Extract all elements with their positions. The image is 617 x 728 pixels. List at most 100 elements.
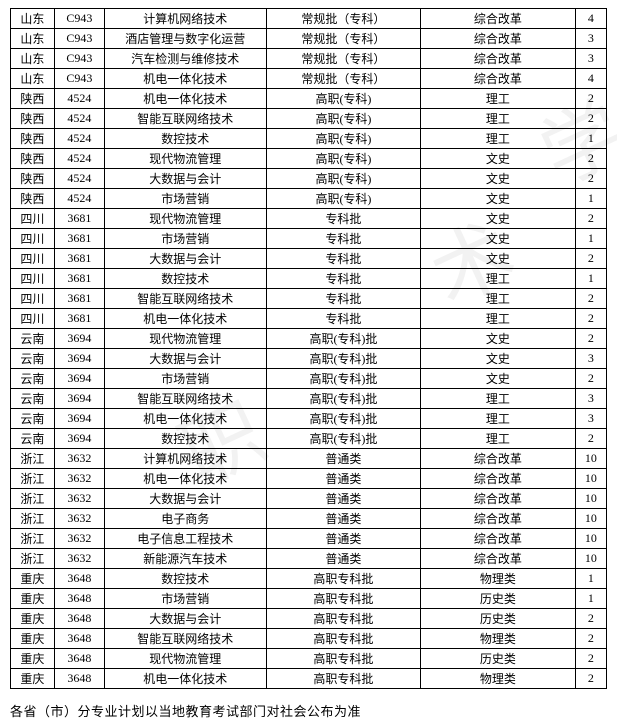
- batch-cell: 专科批: [266, 289, 420, 309]
- footer-note: 各省（市）分专业计划以当地教育考试部门对社会公布为准: [10, 701, 607, 720]
- code-cell: 3648: [54, 589, 104, 609]
- batch-cell: 专科批: [266, 249, 420, 269]
- table-row: 云南3694智能互联网络技术高职(专科)批理工3: [11, 389, 607, 409]
- code-cell: C943: [54, 29, 104, 49]
- category-cell: 综合改革: [421, 69, 575, 89]
- province-cell: 云南: [11, 409, 55, 429]
- code-cell: 4524: [54, 189, 104, 209]
- major-cell: 现代物流管理: [104, 329, 266, 349]
- table-row: 云南3694市场营销高职(专科)批文史2: [11, 369, 607, 389]
- category-cell: 理工: [421, 409, 575, 429]
- count-cell: 2: [575, 649, 606, 669]
- major-cell: 大数据与会计: [104, 489, 266, 509]
- count-cell: 3: [575, 29, 606, 49]
- table-row: 云南3694大数据与会计高职(专科)批文史3: [11, 349, 607, 369]
- major-cell: 市场营销: [104, 589, 266, 609]
- count-cell: 1: [575, 129, 606, 149]
- category-cell: 物理类: [421, 569, 575, 589]
- province-cell: 陕西: [11, 149, 55, 169]
- table-row: 重庆3648大数据与会计高职专科批历史类2: [11, 609, 607, 629]
- major-cell: 大数据与会计: [104, 249, 266, 269]
- major-cell: 酒店管理与数字化运营: [104, 29, 266, 49]
- category-cell: 综合改革: [421, 9, 575, 29]
- admissions-table: 山东C943计算机网络技术常规批（专科）综合改革4山东C943酒店管理与数字化运…: [10, 8, 607, 689]
- table-row: 云南3694现代物流管理高职(专科)批文史2: [11, 329, 607, 349]
- batch-cell: 普通类: [266, 509, 420, 529]
- major-cell: 智能互联网络技术: [104, 629, 266, 649]
- category-cell: 综合改革: [421, 529, 575, 549]
- province-cell: 重庆: [11, 589, 55, 609]
- category-cell: 文史: [421, 149, 575, 169]
- province-cell: 重庆: [11, 569, 55, 589]
- category-cell: 历史类: [421, 649, 575, 669]
- province-cell: 山东: [11, 49, 55, 69]
- table-row: 山东C943机电一体化技术常规批（专科）综合改革4: [11, 69, 607, 89]
- major-cell: 市场营销: [104, 229, 266, 249]
- province-cell: 重庆: [11, 649, 55, 669]
- batch-cell: 高职(专科)批: [266, 349, 420, 369]
- province-cell: 重庆: [11, 629, 55, 649]
- code-cell: 3632: [54, 529, 104, 549]
- category-cell: 综合改革: [421, 449, 575, 469]
- province-cell: 浙江: [11, 469, 55, 489]
- category-cell: 文史: [421, 169, 575, 189]
- category-cell: 综合改革: [421, 29, 575, 49]
- category-cell: 文史: [421, 369, 575, 389]
- count-cell: 10: [575, 549, 606, 569]
- batch-cell: 高职(专科): [266, 169, 420, 189]
- count-cell: 2: [575, 369, 606, 389]
- province-cell: 山东: [11, 9, 55, 29]
- count-cell: 1: [575, 569, 606, 589]
- major-cell: 机电一体化技术: [104, 309, 266, 329]
- count-cell: 10: [575, 509, 606, 529]
- province-cell: 浙江: [11, 489, 55, 509]
- table-row: 陕西4524智能互联网络技术高职(专科)理工2: [11, 109, 607, 129]
- major-cell: 机电一体化技术: [104, 669, 266, 689]
- code-cell: C943: [54, 9, 104, 29]
- code-cell: 3632: [54, 509, 104, 529]
- count-cell: 2: [575, 669, 606, 689]
- province-cell: 云南: [11, 329, 55, 349]
- province-cell: 浙江: [11, 449, 55, 469]
- major-cell: 电子商务: [104, 509, 266, 529]
- code-cell: 3681: [54, 249, 104, 269]
- major-cell: 数控技术: [104, 129, 266, 149]
- major-cell: 机电一体化技术: [104, 469, 266, 489]
- category-cell: 历史类: [421, 589, 575, 609]
- count-cell: 2: [575, 329, 606, 349]
- count-cell: 2: [575, 249, 606, 269]
- table-row: 重庆3648市场营销高职专科批历史类1: [11, 589, 607, 609]
- major-cell: 机电一体化技术: [104, 89, 266, 109]
- category-cell: 文史: [421, 349, 575, 369]
- major-cell: 智能互联网络技术: [104, 389, 266, 409]
- batch-cell: 常规批（专科）: [266, 69, 420, 89]
- code-cell: 3681: [54, 229, 104, 249]
- category-cell: 历史类: [421, 609, 575, 629]
- count-cell: 2: [575, 429, 606, 449]
- count-cell: 1: [575, 229, 606, 249]
- major-cell: 大数据与会计: [104, 169, 266, 189]
- batch-cell: 普通类: [266, 549, 420, 569]
- count-cell: 2: [575, 309, 606, 329]
- count-cell: 1: [575, 189, 606, 209]
- major-cell: 机电一体化技术: [104, 409, 266, 429]
- batch-cell: 专科批: [266, 209, 420, 229]
- table-row: 四川3681数控技术专科批理工1: [11, 269, 607, 289]
- batch-cell: 高职(专科): [266, 149, 420, 169]
- province-cell: 四川: [11, 269, 55, 289]
- category-cell: 文史: [421, 249, 575, 269]
- table-row: 浙江3632电子商务普通类综合改革10: [11, 509, 607, 529]
- category-cell: 综合改革: [421, 549, 575, 569]
- province-cell: 浙江: [11, 529, 55, 549]
- code-cell: 3694: [54, 389, 104, 409]
- code-cell: 4524: [54, 109, 104, 129]
- table-row: 四川3681大数据与会计专科批文史2: [11, 249, 607, 269]
- batch-cell: 常规批（专科）: [266, 9, 420, 29]
- table-row: 浙江3632计算机网络技术普通类综合改革10: [11, 449, 607, 469]
- count-cell: 4: [575, 9, 606, 29]
- category-cell: 文史: [421, 189, 575, 209]
- code-cell: 3694: [54, 349, 104, 369]
- code-cell: 4524: [54, 129, 104, 149]
- major-cell: 智能互联网络技术: [104, 289, 266, 309]
- table-row: 四川3681机电一体化技术专科批理工2: [11, 309, 607, 329]
